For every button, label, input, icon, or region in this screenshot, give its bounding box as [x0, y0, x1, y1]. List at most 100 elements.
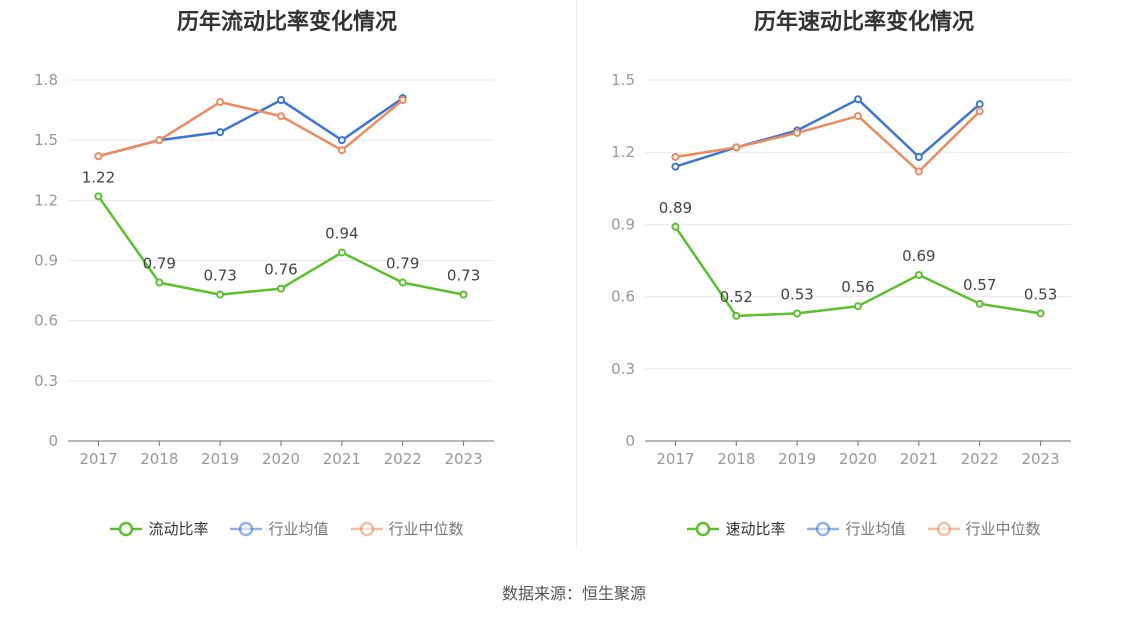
data-point[interactable] [732, 311, 741, 320]
legend-marker-icon [807, 521, 840, 536]
data-point[interactable] [94, 192, 103, 201]
legend-label: 行业中位数 [965, 520, 1041, 538]
data-label: 0.73 [447, 267, 480, 285]
legend-label: 行业中位数 [388, 520, 464, 538]
data-point[interactable] [398, 278, 407, 287]
y-tick-label: 0.6 [34, 312, 58, 330]
legend-label: 行业均值 [845, 520, 906, 538]
chart-title: 历年流动比率变化情况 [176, 10, 397, 35]
x-tick-label: 2018 [140, 450, 178, 468]
data-point[interactable] [155, 278, 164, 287]
series-line [675, 110, 981, 173]
data-point[interactable] [854, 112, 862, 121]
data-label: 0.56 [841, 278, 874, 296]
data-label: 0.52 [720, 288, 753, 306]
legend-item[interactable]: 流动比率 [110, 518, 208, 539]
y-tick-label: 1.8 [34, 71, 58, 89]
x-tick-label: 2021 [323, 450, 361, 468]
data-label: 0.53 [780, 285, 813, 303]
legend-item[interactable]: 行业中位数 [350, 518, 464, 539]
data-point[interactable] [459, 290, 468, 299]
legend-item[interactable]: 行业中位数 [927, 518, 1041, 539]
panel-divider [576, 0, 577, 550]
x-tick-label: 2023 [444, 450, 482, 468]
x-tick-label: 2017 [79, 450, 117, 468]
data-label: 0.53 [1024, 285, 1057, 303]
data-point[interactable] [216, 128, 225, 137]
data-point[interactable] [277, 96, 285, 105]
y-tick-label: 1.2 [611, 143, 635, 161]
data-label: 0.89 [659, 199, 692, 217]
series-line [97, 195, 464, 296]
legend-label: 流动比率 [148, 520, 209, 538]
legend-marker-icon [110, 521, 143, 536]
data-point[interactable] [975, 100, 984, 109]
data-point[interactable] [337, 136, 346, 145]
x-tick-label: 2017 [656, 450, 694, 468]
data-point[interactable] [671, 153, 680, 162]
legend-marker-icon [927, 521, 960, 536]
data-point[interactable] [216, 98, 225, 107]
x-tick-label: 2021 [900, 450, 938, 468]
x-tick-label: 2022 [961, 450, 999, 468]
data-point[interactable] [793, 128, 802, 137]
y-tick-label: 0.9 [34, 252, 58, 270]
data-point[interactable] [94, 152, 103, 161]
data-label: 0.69 [902, 247, 935, 265]
data-point[interactable] [975, 299, 984, 308]
y-tick-label: 0.6 [611, 288, 635, 306]
legend-item[interactable]: 速动比率 [687, 518, 785, 539]
y-tick-label: 0 [625, 432, 635, 450]
current-ratio-chart: 0 0.3 0.6 0.9 1.2 1.5 1.8 2017 2018 2019 2020 2021 2… [34, 71, 494, 468]
legend-label: 行业均值 [268, 520, 329, 538]
data-label: 0.73 [203, 267, 236, 285]
data-label: 1.22 [82, 168, 115, 186]
data-point[interactable] [671, 162, 680, 171]
data-point[interactable] [1036, 309, 1045, 318]
data-point[interactable] [337, 146, 346, 155]
data-point[interactable] [854, 95, 862, 104]
legend-marker-icon [687, 521, 720, 536]
data-point[interactable] [854, 302, 862, 311]
x-tick-label: 2018 [717, 450, 755, 468]
chart-title: 历年速动比率变化情况 [753, 10, 974, 35]
data-point[interactable] [216, 290, 225, 299]
data-label: 0.79 [386, 255, 419, 273]
data-point[interactable] [914, 167, 923, 176]
data-point[interactable] [337, 248, 346, 257]
data-label: 0.76 [264, 261, 297, 279]
data-label: 0.94 [325, 224, 358, 242]
y-tick-label: 1.5 [611, 71, 635, 89]
data-point[interactable] [975, 107, 984, 116]
data-point[interactable] [398, 96, 407, 105]
data-point[interactable] [793, 309, 802, 318]
quick-ratio-panel: 历年速动比率变化情况 0 0.3 0.6 0.9 1.2 1.5 2017 2018 2019 2… [577, 0, 1148, 560]
series-line [98, 97, 404, 158]
data-point[interactable] [671, 222, 680, 231]
x-tick-label: 2019 [778, 450, 816, 468]
x-tick-label: 2019 [201, 450, 239, 468]
legend-item[interactable]: 行业均值 [807, 518, 906, 539]
legend-item[interactable]: 行业均值 [230, 518, 329, 539]
data-point[interactable] [155, 136, 164, 145]
x-tick-label: 2022 [384, 450, 422, 468]
chart-legend: 速动比率 行业均值 行业中位数 [577, 518, 1148, 539]
current-ratio-panel: 历年流动比率变化情况 0 0.3 0.6 0.9 1.2 1.5 1.8 2017 2018 20… [0, 0, 574, 560]
data-point[interactable] [914, 153, 923, 162]
data-point[interactable] [914, 270, 923, 279]
data-label: 0.57 [963, 276, 996, 294]
quick-ratio-chart: 0 0.3 0.6 0.9 1.2 1.5 2017 2018 2019 2020 2021 2022… [611, 71, 1071, 468]
data-label: 0.79 [143, 255, 176, 273]
legend-marker-icon [230, 521, 263, 536]
x-tick-label: 2020 [839, 450, 877, 468]
legend-marker-icon [350, 521, 383, 536]
x-tick-label: 2020 [262, 450, 300, 468]
data-point[interactable] [277, 112, 285, 121]
y-tick-label: 0 [48, 432, 58, 450]
data-point[interactable] [277, 284, 285, 293]
y-tick-label: 0.3 [34, 372, 58, 390]
data-point[interactable] [732, 143, 741, 152]
chart-legend: 流动比率 行业均值 行业中位数 [0, 518, 574, 539]
legend-label: 速动比率 [725, 520, 786, 538]
data-source: 数据来源：恒生聚源 [501, 584, 646, 603]
